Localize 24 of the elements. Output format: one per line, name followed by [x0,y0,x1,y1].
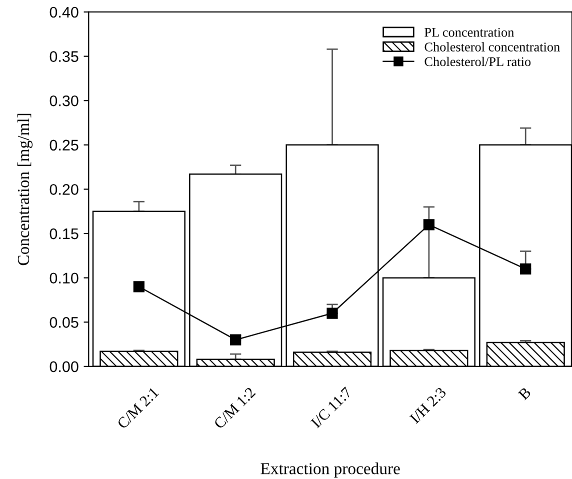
legend-label: PL concentration [424,28,514,37]
point [520,263,532,275]
point [230,334,242,346]
y-tick-label: 0.35 [50,51,78,62]
y-tick-label: 0.20 [50,184,78,195]
legend-label: Cholesterol concentration [424,42,560,52]
y-tick-label: 0.25 [50,140,78,151]
y-tick-label: 0.15 [50,228,78,240]
x-tick-label: C/M 2:1 [116,386,160,430]
x-tick-label: B [518,386,532,400]
legend-label: Cholesterol/PL ratio [424,56,531,66]
x-tick-label: I/H 2:3 [409,386,447,424]
y-tick-label: 0.30 [50,95,78,106]
y-tick-label: 0.00 [50,361,78,372]
y-tick-label: 0.40 [50,6,78,18]
point [423,219,434,230]
point [326,308,338,319]
y-tick-label: 0.05 [50,316,78,328]
y-axis-title: Concentration [mg/ml] [17,114,33,266]
point [133,281,144,292]
x-axis-title: Extraction procedure [260,462,400,478]
x-tick-label: I/C 11:7 [310,386,352,428]
x-tick-label: C/M 1:2 [213,386,256,430]
y-tick-label: 0.10 [50,272,78,284]
